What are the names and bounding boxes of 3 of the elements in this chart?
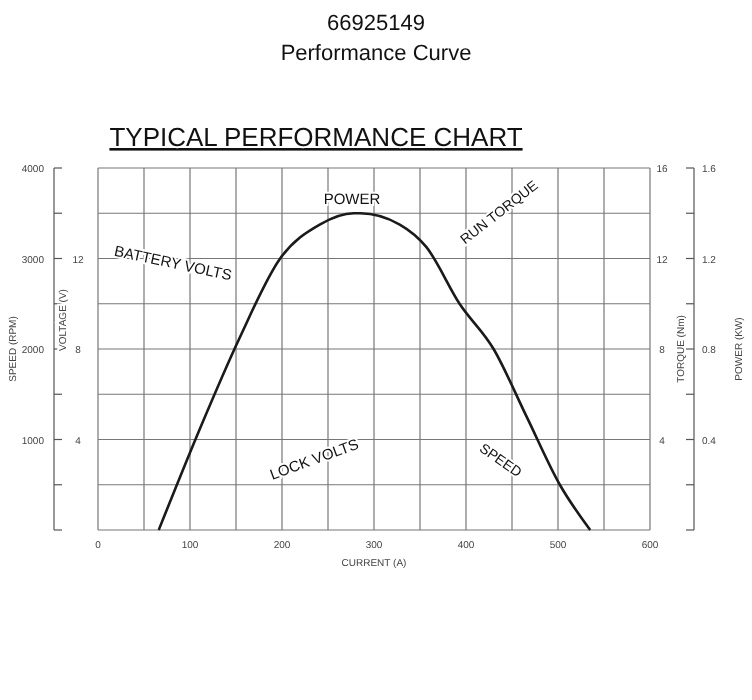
chart-title: 66925149 — [327, 12, 425, 36]
chart-subtitle: Performance Curve — [280, 42, 472, 66]
text: TYPICAL PERFORMANCE CHART — [109, 122, 523, 152]
